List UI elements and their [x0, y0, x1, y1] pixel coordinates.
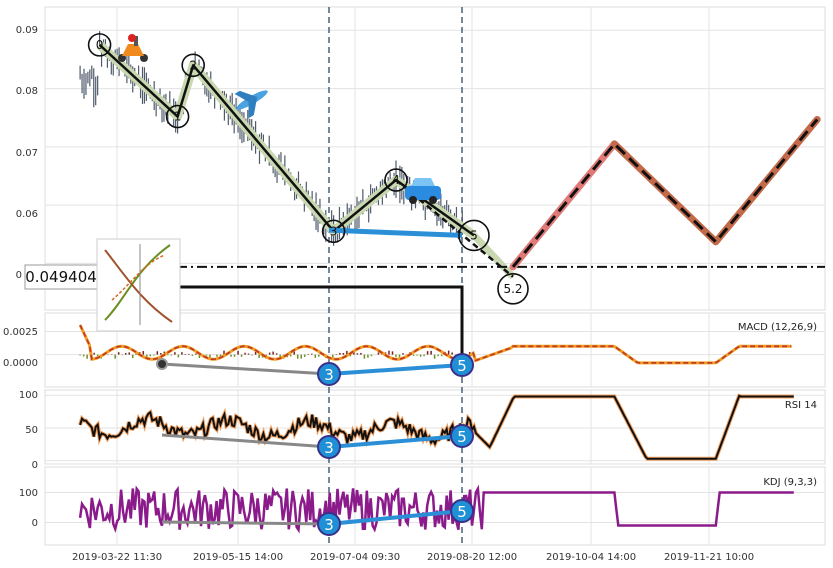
wave-label-text: 0 [96, 38, 104, 52]
rsi-title: RSI 14 [785, 400, 817, 411]
price-y-tick: 0.06 [16, 209, 38, 220]
rsi-divergence-line [328, 434, 463, 449]
wave-label-circle [87, 33, 112, 57]
wave-label-circle [165, 104, 190, 129]
wave-label-5.2: 5.2 [497, 272, 529, 305]
kdj-divergence-marker-b: 5 [450, 499, 474, 523]
macd-y-tick: 0.0025 [3, 327, 38, 338]
wave-label-circle [321, 219, 346, 244]
price-y-tick: 0.08 [16, 86, 38, 97]
wave-label-circle [497, 272, 529, 305]
macd-title: MACD (12,26,9) [738, 322, 817, 333]
price-y-tick: 0.09 [16, 25, 38, 36]
wave-label-text: 5.2 [503, 282, 522, 296]
kdj-y-tick: 100 [19, 488, 38, 499]
x-tick: 2019-03-22 11:30 [72, 552, 162, 563]
price-divergence-line [328, 227, 463, 238]
macd-divergence-marker-b: 5 [450, 353, 474, 377]
kdj-title: KDJ (9,3,3) [763, 477, 817, 488]
kdj-gray-line [161, 520, 330, 526]
macd-gray-line [161, 362, 330, 376]
wave-label-0: 0 [87, 33, 112, 57]
wave-label-text: 5 [470, 228, 478, 242]
macd-start-dot [156, 358, 168, 370]
macd-line [79, 324, 792, 364]
x-tick: 2019-10-04 14:00 [546, 552, 636, 563]
svg-text:5: 5 [457, 357, 467, 375]
current-price-label: 0.049404 [25, 268, 97, 286]
projection-line [511, 118, 819, 268]
wave-label-text: 4 [392, 173, 400, 187]
current-price-box: 0.049404 [24, 264, 98, 290]
macd-divergence-line [328, 363, 463, 376]
x-tick: 2019-08-20 12:00 [427, 552, 517, 563]
price-connector-line [180, 285, 464, 362]
kdj-y-tick: 0 [32, 518, 38, 529]
car-icon [405, 178, 441, 204]
rsi-gray-line [161, 433, 330, 449]
rsi-y-tick: 0 [32, 460, 38, 471]
kdj-line [78, 484, 794, 534]
svg-text:3: 3 [324, 516, 334, 534]
wave-label-circle [458, 219, 490, 252]
svg-text:3: 3 [324, 366, 334, 384]
wave-label-1: 1 [165, 104, 190, 129]
kdj-divergence-marker-a: 3 [317, 512, 341, 536]
annotation-layer: 0 1 2 3 4 5 5.2 [87, 33, 529, 305]
airplane-icon [234, 90, 268, 119]
wave-label-text: 2 [189, 58, 197, 72]
wave-label-4: 4 [384, 168, 408, 192]
x-tick: 2019-11-21 10:00 [664, 552, 754, 563]
scooter-icon [118, 34, 148, 62]
svg-text:5: 5 [457, 503, 467, 521]
pattern-thumbnail-icon [96, 238, 181, 332]
price-y-tick: 0 [16, 270, 22, 281]
wave-label-circle [181, 53, 205, 78]
wave-label-text: 1 [174, 110, 182, 124]
svg-text:5: 5 [457, 428, 467, 446]
svg-text:3: 3 [324, 439, 334, 457]
wave-label-circle [384, 168, 408, 192]
rsi-y-tick: 50 [25, 425, 38, 436]
rsi-divergence-marker-b: 5 [450, 424, 474, 448]
rsi-divergence-marker-a: 3 [317, 435, 341, 459]
wave-label-5: 5 [458, 219, 490, 252]
macd-divergence-marker-a: 3 [317, 362, 341, 386]
wave-label-3: 3 [321, 219, 346, 244]
price-y-tick: 0.07 [16, 148, 38, 159]
wave-label-text: 3 [330, 224, 338, 238]
x-tick: 2019-07-04 09:30 [310, 552, 400, 563]
rsi-y-tick: 100 [19, 390, 38, 401]
wave-label-2: 2 [181, 53, 205, 78]
x-tick: 2019-05-15 14:00 [193, 552, 283, 563]
kdj-divergence-line [328, 509, 463, 526]
macd-y-tick: 0.0000 [3, 358, 38, 369]
